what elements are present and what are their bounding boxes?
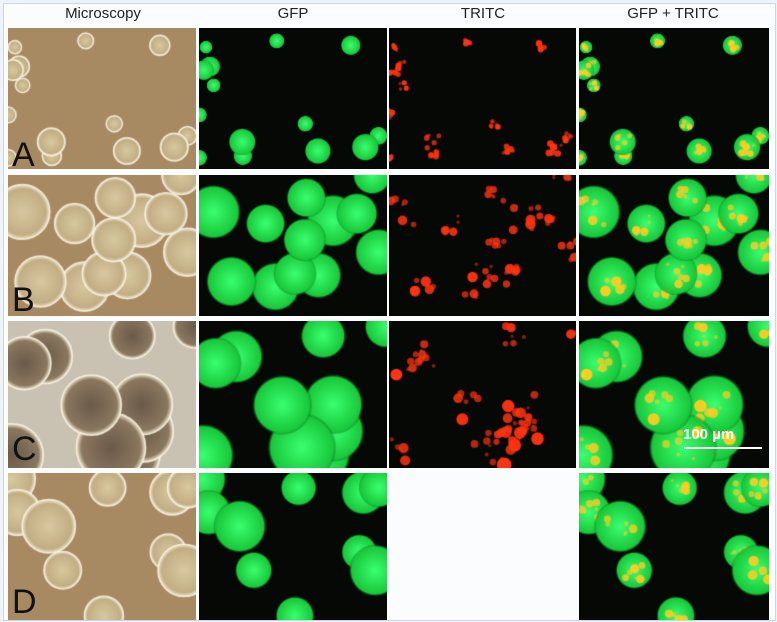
micrograph-d-bright	[8, 473, 196, 620]
micrograph-b-gfp	[199, 175, 387, 316]
micrograph-b-merge	[579, 175, 769, 316]
micrograph-c-merge	[579, 321, 769, 468]
micrograph-c-bright	[8, 321, 196, 468]
row-label-a: A	[12, 136, 35, 174]
micrograph-a-gfp	[199, 28, 387, 169]
micrograph-a-bright	[8, 28, 196, 169]
micrograph-b-bright	[8, 175, 196, 316]
column-header-microscopy: Microscopy	[65, 5, 141, 22]
scale-bar-line	[684, 447, 762, 449]
micrograph-c-gfp	[199, 321, 387, 468]
micrograph-c-tritc	[389, 321, 576, 468]
micrograph-d-gfp	[199, 473, 387, 620]
column-header-tritc: TRITC	[460, 5, 506, 22]
column-header-merge: GFP + TRITC	[627, 5, 719, 22]
micrograph-a-tritc	[389, 28, 576, 169]
row-label-d: D	[12, 583, 37, 621]
micrograph-d-merge	[579, 473, 769, 620]
micrograph-a-merge	[579, 28, 769, 169]
row-label-c: C	[12, 430, 37, 468]
micrograph-b-tritc	[389, 175, 576, 316]
scale-bar-label: 100 µm	[683, 426, 735, 443]
row-label-b: B	[12, 281, 35, 319]
column-header-gfp: GFP	[277, 5, 309, 22]
